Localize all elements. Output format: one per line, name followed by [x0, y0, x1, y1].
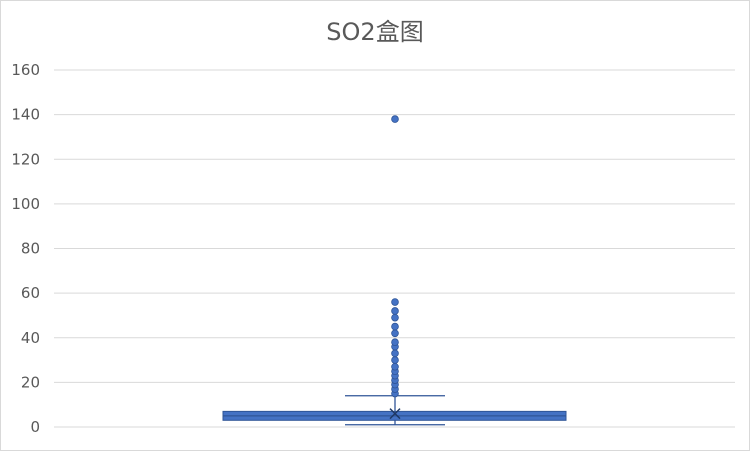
outlier-point-6	[391, 362, 399, 371]
y-tick-label-160: 160	[11, 61, 40, 79]
y-tick-label-60: 60	[21, 284, 40, 302]
y-axis-tick-labels: 0 20 40 60 80 100 120 140 160	[11, 61, 40, 436]
y-tick-label-140: 140	[11, 106, 40, 124]
outlier-point-13	[391, 313, 399, 322]
outlier-point-14	[391, 307, 399, 315]
y-tick-label-80: 80	[21, 240, 40, 258]
outlier-point-16	[391, 115, 399, 123]
y-tick-label-0: 0	[30, 418, 40, 436]
y-tick-label-100: 100	[11, 195, 40, 213]
outlier-point-7	[391, 356, 399, 364]
y-tick-label-20: 20	[21, 373, 40, 391]
outlier-point-10	[391, 338, 399, 347]
chart-title: SO2盒图	[326, 18, 424, 46]
outlier-points	[391, 115, 399, 398]
box-and-whisker	[222, 395, 567, 426]
y-tick-label-120: 120	[11, 150, 40, 168]
outlier-point-11	[391, 329, 399, 338]
y-tick-label-40: 40	[21, 329, 40, 347]
grid-lines	[54, 69, 735, 428]
outlier-point-15	[391, 298, 399, 306]
mean-marker-b	[389, 408, 401, 420]
outlier-point-12	[391, 322, 399, 331]
outlier-point-8	[391, 349, 399, 358]
